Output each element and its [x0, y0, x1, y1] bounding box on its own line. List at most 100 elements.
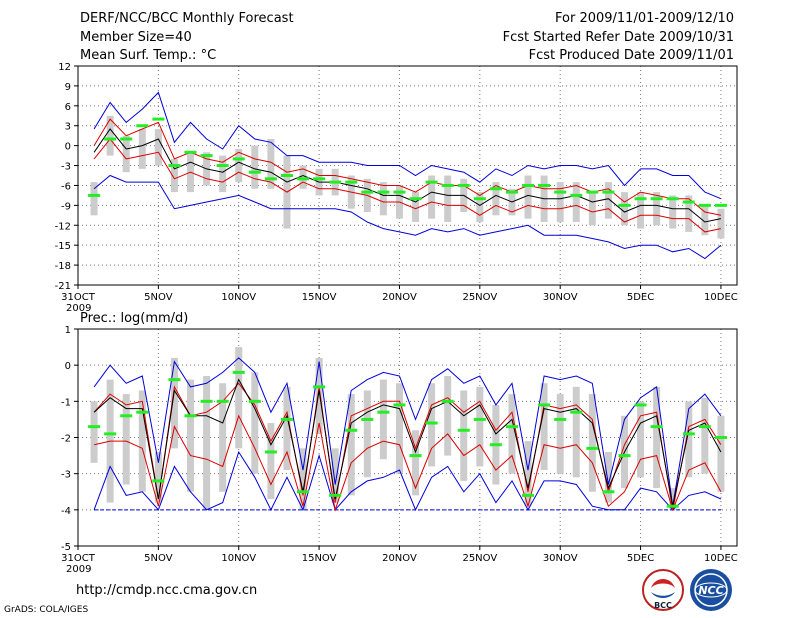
spread-box	[379, 379, 387, 460]
spread-box	[347, 394, 355, 496]
spread-box	[572, 386, 580, 478]
y-tick-label: -3	[61, 162, 71, 173]
series-line-ensemble-min	[93, 450, 722, 512]
spread-box	[572, 182, 580, 222]
spread-box	[235, 148, 243, 183]
spread-box	[283, 386, 291, 471]
spread-box	[428, 175, 436, 219]
y-tick-label: 6	[65, 102, 71, 113]
spread-box	[219, 155, 227, 193]
spread-box	[412, 430, 420, 496]
year-label: 2009	[66, 564, 91, 575]
y-tick-label: 12	[58, 62, 71, 73]
y-tick-label: -21	[55, 281, 71, 292]
x-tick-label: 30NOV	[543, 292, 578, 303]
spread-box	[299, 448, 307, 510]
y-tick-label: -6	[61, 181, 71, 192]
spread-box	[444, 175, 452, 222]
spread-box	[669, 195, 677, 229]
member-size-label: Member Size=40	[80, 30, 192, 45]
spread-box	[395, 383, 403, 474]
x-tick-label: 20NOV	[382, 292, 417, 303]
spread-box	[138, 129, 146, 169]
spread-box	[701, 205, 709, 236]
spread-box	[90, 182, 98, 216]
spread-box	[588, 192, 596, 226]
spread-box	[251, 372, 259, 474]
spread-box	[540, 383, 548, 471]
spread-box	[620, 192, 628, 226]
spread-box	[170, 357, 178, 449]
spread-box	[203, 376, 211, 510]
spread-box	[363, 390, 371, 478]
spread-box	[492, 182, 500, 216]
spread-box	[669, 488, 677, 510]
x-tick-label: 25NOV	[462, 553, 497, 564]
spread-box	[524, 175, 532, 219]
y-tick-label: 1	[65, 325, 71, 336]
y-tick-label: -15	[55, 241, 71, 252]
spread-box	[588, 394, 596, 492]
series-line-ensemble-mean	[93, 128, 722, 223]
chart-title: DERF/NCC/BCC Monthly Forecast	[80, 11, 294, 26]
spread-box	[637, 401, 645, 478]
source-url[interactable]: http://cmdp.ncc.cma.gov.cn	[76, 583, 258, 598]
spread-box	[604, 451, 612, 503]
y-tick-label: -5	[61, 542, 71, 553]
ncc-logo-text: NCC	[698, 584, 723, 597]
x-tick-label: 10NOV	[221, 292, 256, 303]
series-line-lower-spread	[93, 138, 722, 233]
spread-box	[637, 192, 645, 229]
x-tick-label: 10DEC	[704, 553, 738, 564]
y-tick-label: -4	[61, 506, 71, 517]
y-tick-label: 9	[65, 82, 71, 93]
spread-box	[653, 386, 661, 489]
spread-box	[379, 182, 387, 216]
y-tick-label: -1	[61, 397, 71, 408]
x-tick-label: 20NOV	[382, 553, 417, 564]
panel-title: Prec.: log(mm/d)	[80, 311, 188, 326]
spread-box	[444, 376, 452, 456]
y-tick-label: 3	[65, 122, 71, 133]
y-tick-label: -12	[55, 221, 71, 232]
forecast-period: For 2009/11/01-2009/12/10	[555, 11, 734, 26]
spread-box	[556, 394, 564, 474]
bcc-logo: BCC	[642, 569, 684, 611]
spread-box	[106, 115, 114, 156]
spread-box	[154, 129, 162, 166]
y-tick-label: 0	[65, 142, 71, 153]
spread-box	[267, 139, 275, 189]
spread-box	[701, 397, 709, 474]
x-tick-label: 30NOV	[543, 553, 578, 564]
variable-label: Mean Surf. Temp.: °C	[80, 48, 217, 63]
spread-box	[331, 448, 339, 503]
spread-box	[685, 195, 693, 232]
plot-frame	[77, 65, 738, 286]
y-tick-label: -2	[61, 434, 71, 445]
spread-box	[154, 451, 162, 503]
spread-box	[717, 208, 725, 239]
x-tick-label: 10DEC	[704, 292, 738, 303]
series-line-ensemble-mean	[93, 378, 722, 507]
spread-box	[251, 145, 259, 189]
x-tick-label: 5DEC	[627, 553, 654, 564]
spread-box	[460, 390, 468, 481]
spread-box	[428, 383, 436, 467]
grads-credit: GrADS: COLA/IGES	[4, 605, 89, 615]
spread-box	[685, 401, 693, 478]
logos: BCC NCC	[642, 569, 732, 611]
spread-box	[187, 379, 195, 492]
spread-box	[170, 158, 178, 193]
x-tick-label: 15NOV	[302, 292, 337, 303]
spread-box	[524, 441, 532, 507]
series-line-ensemble-max	[93, 91, 722, 200]
x-tick-label: 31OCT	[61, 292, 96, 303]
spread-box	[412, 192, 420, 222]
series-line-ensemble-min	[93, 174, 722, 260]
x-tick-label: 10NOV	[221, 553, 256, 564]
spread-box	[122, 135, 130, 173]
x-tick-label: 5NOV	[144, 292, 173, 303]
produced-date: Fcst Produced Date 2009/11/01	[528, 48, 734, 63]
y-tick-label: 0	[65, 361, 71, 372]
